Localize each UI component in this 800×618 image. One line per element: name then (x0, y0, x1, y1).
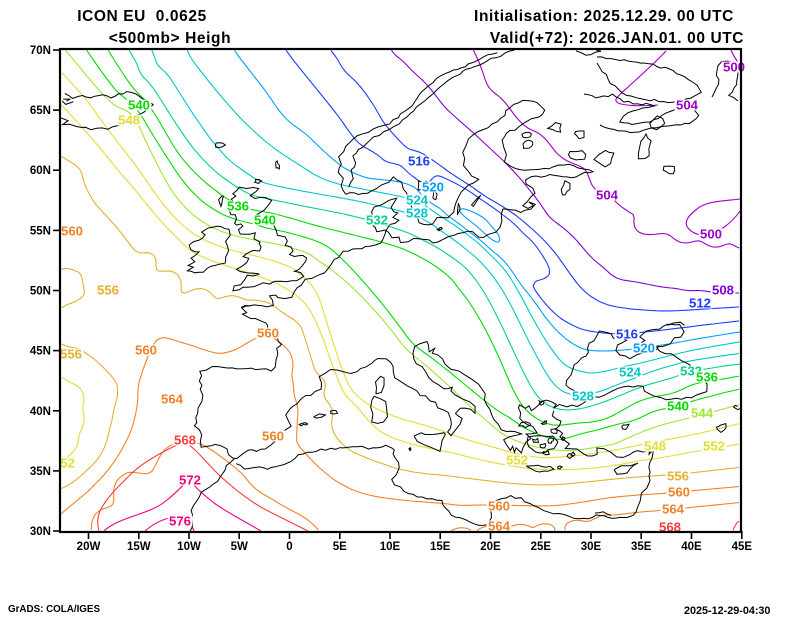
svg-text:10E: 10E (380, 541, 401, 553)
svg-text:30E: 30E (581, 541, 602, 553)
svg-text:560: 560 (488, 499, 510, 514)
svg-text:45E: 45E (732, 541, 753, 553)
svg-text:5E: 5E (333, 541, 347, 553)
svg-text:556: 556 (60, 347, 82, 362)
svg-text:45N: 45N (30, 346, 51, 358)
svg-text:564: 564 (662, 502, 685, 517)
svg-text:35E: 35E (631, 541, 652, 553)
svg-text:50N: 50N (30, 286, 51, 298)
svg-text:508: 508 (712, 283, 734, 298)
svg-text:15E: 15E (430, 541, 451, 553)
svg-text:5W: 5W (231, 541, 248, 553)
svg-text:65N: 65N (30, 105, 51, 117)
svg-text:524: 524 (406, 193, 429, 208)
svg-text:30N: 30N (30, 526, 51, 538)
svg-text:40E: 40E (681, 541, 702, 553)
svg-text:540: 540 (128, 98, 150, 113)
svg-text:564: 564 (488, 519, 511, 534)
svg-text:60N: 60N (30, 165, 51, 177)
svg-text:10W: 10W (177, 541, 201, 553)
svg-text:ICON EU 0.0625: ICON EU 0.0625 (77, 8, 207, 25)
svg-text:548: 548 (644, 439, 666, 454)
svg-text:532: 532 (366, 213, 388, 228)
svg-text:15W: 15W (127, 541, 151, 553)
svg-text:516: 516 (408, 154, 430, 169)
svg-text:572: 572 (179, 473, 201, 488)
svg-text:20W: 20W (77, 541, 101, 553)
svg-text:552: 552 (703, 439, 725, 454)
svg-text:568: 568 (174, 433, 196, 448)
svg-text:2025-12-29-04:30: 2025-12-29-04:30 (684, 605, 770, 617)
svg-text:500: 500 (700, 227, 722, 242)
svg-text:20E: 20E (480, 541, 501, 553)
svg-text:55N: 55N (30, 225, 51, 237)
svg-text:520: 520 (633, 341, 655, 356)
svg-text:560: 560 (668, 485, 690, 500)
svg-text:Initialisation: 2025.12.29. 00: Initialisation: 2025.12.29. 00 UTC (474, 8, 734, 25)
svg-text:548: 548 (118, 113, 140, 128)
svg-text:560: 560 (262, 429, 284, 444)
svg-text:560: 560 (61, 224, 83, 239)
svg-text:568: 568 (659, 520, 681, 535)
svg-text:512: 512 (689, 296, 711, 311)
svg-text:556: 556 (97, 283, 119, 298)
svg-text:544: 544 (691, 406, 714, 421)
svg-text:GrADS: COLA/IGES: GrADS: COLA/IGES (8, 604, 100, 615)
svg-text:560: 560 (135, 343, 157, 358)
svg-text:504: 504 (676, 98, 699, 113)
svg-text:25E: 25E (531, 541, 552, 553)
svg-text:<500mb> Heigh: <500mb> Heigh (109, 30, 231, 47)
svg-text:536: 536 (227, 199, 249, 214)
svg-text:40N: 40N (30, 406, 51, 418)
svg-text:524: 524 (619, 365, 642, 380)
svg-text:35N: 35N (30, 466, 51, 478)
svg-text:528: 528 (406, 206, 428, 221)
svg-text:536: 536 (696, 370, 718, 385)
svg-text:540: 540 (667, 399, 689, 414)
svg-text:70N: 70N (30, 45, 51, 57)
svg-text:500: 500 (723, 60, 745, 75)
svg-text:540: 540 (254, 213, 276, 228)
svg-text:552: 552 (506, 453, 528, 468)
svg-text:0: 0 (286, 541, 292, 553)
svg-text:528: 528 (572, 389, 594, 404)
svg-text:504: 504 (596, 188, 619, 203)
svg-text:564: 564 (161, 392, 184, 407)
svg-text:576: 576 (169, 514, 191, 529)
svg-text:560: 560 (257, 326, 279, 341)
svg-text:Valid(+72): 2026.JAN.01. 00 UT: Valid(+72): 2026.JAN.01. 00 UTC (490, 30, 744, 47)
svg-text:520: 520 (422, 180, 444, 195)
svg-text:556: 556 (667, 469, 689, 484)
svg-text:516: 516 (616, 327, 638, 342)
